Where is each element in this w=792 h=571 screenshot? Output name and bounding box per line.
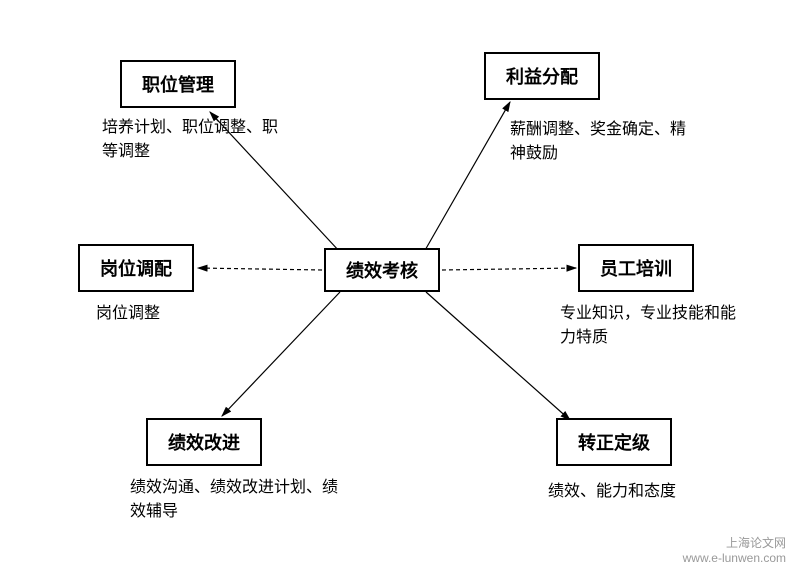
desc-benefit: 薪酬调整、奖金确定、精神鼓励: [510, 118, 700, 166]
arrow-confirm: [426, 292, 570, 420]
watermark: 上海论文网 www.e-lunwen.com: [683, 536, 786, 567]
node-pos-mgmt: 职位管理: [120, 60, 236, 108]
arrow-benefit: [424, 102, 510, 252]
node-confirm: 转正定级: [556, 418, 672, 466]
desc-training: 专业知识，专业技能和能力特质: [560, 302, 750, 350]
node-training: 员工培训: [578, 244, 694, 292]
node-label-improve: 绩效改进: [168, 429, 240, 455]
desc-confirm: 绩效、能力和态度: [548, 480, 748, 504]
node-improve: 绩效改进: [146, 418, 262, 466]
desc-job-alloc: 岗位调整: [96, 302, 256, 326]
desc-pos-mgmt: 培养计划、职位调整、职等调整: [102, 116, 292, 164]
watermark-line2: www.e-lunwen.com: [683, 551, 786, 567]
node-label-job-alloc: 岗位调配: [100, 255, 172, 281]
center-label: 绩效考核: [346, 257, 418, 283]
watermark-line1: 上海论文网: [683, 536, 786, 552]
node-label-confirm: 转正定级: [578, 429, 650, 455]
desc-improve: 绩效沟通、绩效改进计划、绩效辅导: [130, 476, 340, 524]
arrow-training: [442, 268, 576, 270]
node-benefit: 利益分配: [484, 52, 600, 100]
node-label-training: 员工培训: [600, 255, 672, 281]
node-label-benefit: 利益分配: [506, 63, 578, 89]
node-label-pos-mgmt: 职位管理: [142, 71, 214, 97]
node-job-alloc: 岗位调配: [78, 244, 194, 292]
arrow-job-alloc: [198, 268, 322, 270]
center-node: 绩效考核: [324, 248, 440, 292]
